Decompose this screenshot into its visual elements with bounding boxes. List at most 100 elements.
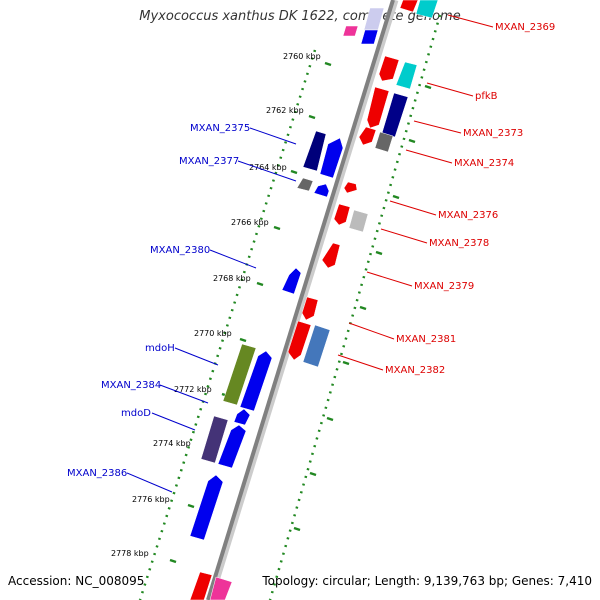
tick-label: 2760 kbp	[283, 52, 321, 61]
leader-line	[366, 271, 413, 287]
leader-line	[405, 149, 453, 164]
tick-mark	[273, 225, 281, 231]
tick-mark	[359, 305, 367, 311]
gene-arrow-mxan-2377b[interactable]	[313, 183, 330, 198]
tick-mark	[309, 471, 317, 477]
tick-label: 2762 kbp	[266, 106, 304, 115]
tick-label: 2772 kbp	[174, 385, 212, 394]
tick-label: 2770 kbp	[194, 329, 232, 338]
gene-arrow-bottom[interactable]	[209, 576, 233, 600]
gene-arrow-mxan-2369[interactable]	[399, 0, 419, 13]
gene-label-mxan-2386[interactable]: MXAN_2386	[67, 468, 127, 479]
gene-arrow-mxan-2374-a[interactable]	[358, 126, 377, 146]
forward-strand-genes	[189, 7, 385, 600]
tick-mark	[375, 250, 383, 256]
gene-arrow-mdod-small[interactable]	[233, 408, 251, 426]
gene-label-mxan-2376[interactable]: MXAN_2376	[438, 210, 498, 221]
gene-arrow-pfkb-a[interactable]	[378, 55, 400, 82]
gene-arrow-mxan-2375b[interactable]	[319, 137, 344, 179]
tick-mark	[187, 503, 195, 509]
gene-label-mxan-2384[interactable]: MXAN_2384	[101, 380, 161, 391]
gene-arrow-top[interactable]	[342, 25, 359, 37]
tick-mark	[392, 194, 400, 200]
gene-arrow-mxan-2376[interactable]	[333, 203, 351, 226]
gene-arrow-mxan-2382[interactable]	[302, 324, 331, 368]
leader-line	[337, 354, 384, 371]
gene-label-mxan-2380[interactable]: MXAN_2380	[150, 245, 210, 256]
tick-mark	[424, 84, 432, 90]
gene-arrow-top[interactable]	[360, 29, 379, 45]
leader-line	[159, 384, 209, 404]
reverse-label-leaders	[337, 14, 494, 371]
forward-dotted-ring	[138, 49, 317, 600]
reverse-strand-genes	[287, 0, 439, 368]
tick-mark	[408, 138, 416, 144]
gene-arrow-bottom[interactable]	[189, 571, 213, 600]
leader-line	[174, 347, 219, 366]
leader-line	[348, 322, 395, 340]
gene-label-mxan-2377[interactable]: MXAN_2377	[179, 156, 239, 167]
leader-line	[237, 160, 297, 182]
gene-arrow-mdod[interactable]	[200, 415, 229, 464]
leader-line	[151, 412, 196, 431]
gene-arrow-pfkb[interactable]	[395, 61, 418, 90]
tick-mark	[293, 526, 301, 532]
leader-line	[209, 249, 257, 269]
gene-arrow-mxan-2381-a[interactable]	[301, 296, 319, 321]
gene-arrow-mdod-b[interactable]	[217, 424, 247, 469]
gene-label-mxan-2375[interactable]: MXAN_2375	[190, 123, 250, 134]
leader-line	[380, 228, 428, 244]
gene-label-mxan-2369[interactable]: MXAN_2369	[495, 22, 555, 33]
gene-arrow-top[interactable]	[363, 7, 385, 31]
gene-label-mxan-2379[interactable]: MXAN_2379	[414, 281, 474, 292]
tick-mark	[290, 169, 298, 175]
gene-arrow-mxan-2377[interactable]	[296, 177, 314, 192]
gene-arrow-mxan-2375[interactable]	[302, 130, 327, 172]
gene-arrow-mxan-2384[interactable]	[239, 350, 273, 412]
gene-arrow-mdoh[interactable]	[222, 343, 257, 406]
gene-label-mxan-2381[interactable]: MXAN_2381	[396, 334, 456, 345]
tick-label: 2764 kbp	[249, 163, 287, 172]
tick-label: 2768 kbp	[213, 274, 251, 283]
leader-line	[426, 82, 474, 97]
gene-arrow-mxan-2373[interactable]	[381, 92, 409, 138]
tick-label: 2774 kbp	[153, 439, 191, 448]
leader-line	[249, 127, 297, 145]
genome-backbone	[206, 0, 395, 600]
gene-label-mdod[interactable]: mdoD	[121, 408, 151, 419]
gene-label-mxan-2373[interactable]: MXAN_2373	[463, 128, 523, 139]
leader-line	[126, 472, 173, 493]
gene-arrow-mxan-2380[interactable]	[281, 267, 302, 295]
gene-label-mxan-2374[interactable]: MXAN_2374	[454, 158, 514, 169]
tick-mark	[308, 114, 316, 120]
gene-label-mdoh[interactable]: mdoH	[145, 343, 175, 354]
tick-mark	[324, 61, 332, 67]
tick-mark	[342, 360, 350, 366]
outer-tick-marks	[293, 84, 432, 532]
gene-arrow-mxan-2374[interactable]	[374, 131, 394, 153]
tick-mark	[169, 558, 177, 564]
gene-arrow-mxan-2386[interactable]	[189, 474, 224, 541]
leader-line	[389, 200, 437, 216]
accession-text: Accession: NC_008095	[8, 574, 145, 588]
gene-arrow-mxan-2373-a[interactable]	[366, 86, 390, 129]
tick-mark	[326, 416, 334, 422]
gene-label-pfkb[interactable]: pfkB	[475, 91, 498, 102]
gene-arrow-mxan-2376-a[interactable]	[343, 181, 358, 194]
genome-summary-text: Topology: circular; Length: 9,139,763 bp…	[262, 574, 592, 588]
tick-mark	[256, 281, 264, 287]
reverse-dotted-ring	[268, 14, 442, 600]
gene-arrow-mxan-2378[interactable]	[348, 209, 369, 233]
forward-label-leaders	[126, 127, 297, 493]
gene-label-mxan-2382[interactable]: MXAN_2382	[385, 365, 445, 376]
tick-mark	[239, 337, 247, 343]
gene-arrow-mxan-2379[interactable]	[321, 242, 341, 269]
gene-label-mxan-2378[interactable]: MXAN_2378	[429, 238, 489, 249]
gene-arrow-mxan-2381[interactable]	[287, 320, 312, 361]
leader-line	[413, 120, 462, 134]
tick-label: 2776 kbp	[132, 495, 170, 504]
tick-label: 2766 kbp	[231, 218, 269, 227]
gene-arrow-mxan-2369b[interactable]	[415, 0, 439, 19]
leader-line	[447, 14, 494, 28]
